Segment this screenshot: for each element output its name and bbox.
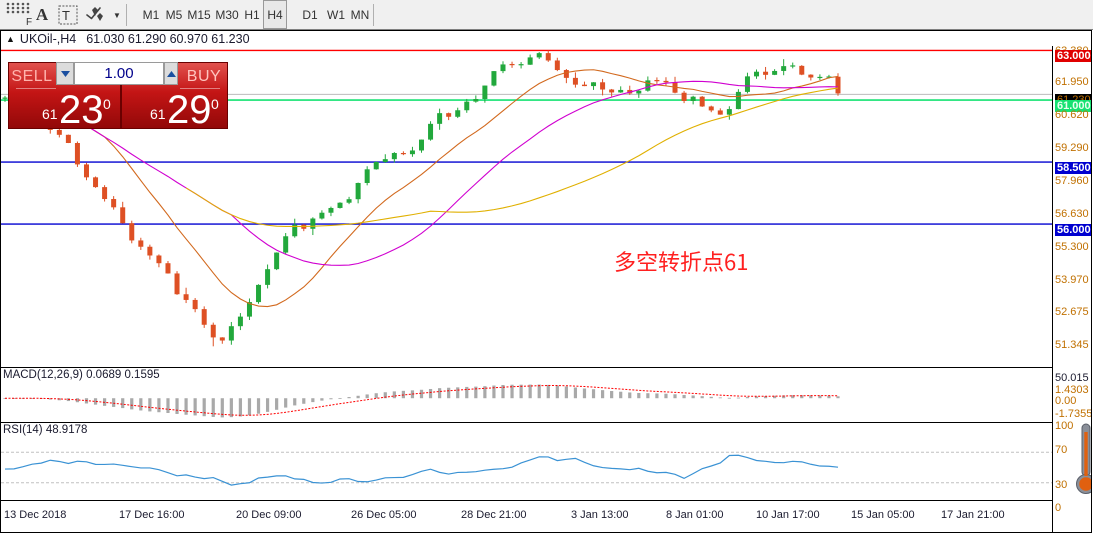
svg-text:F: F	[26, 17, 32, 28]
svg-text:T: T	[62, 8, 70, 23]
